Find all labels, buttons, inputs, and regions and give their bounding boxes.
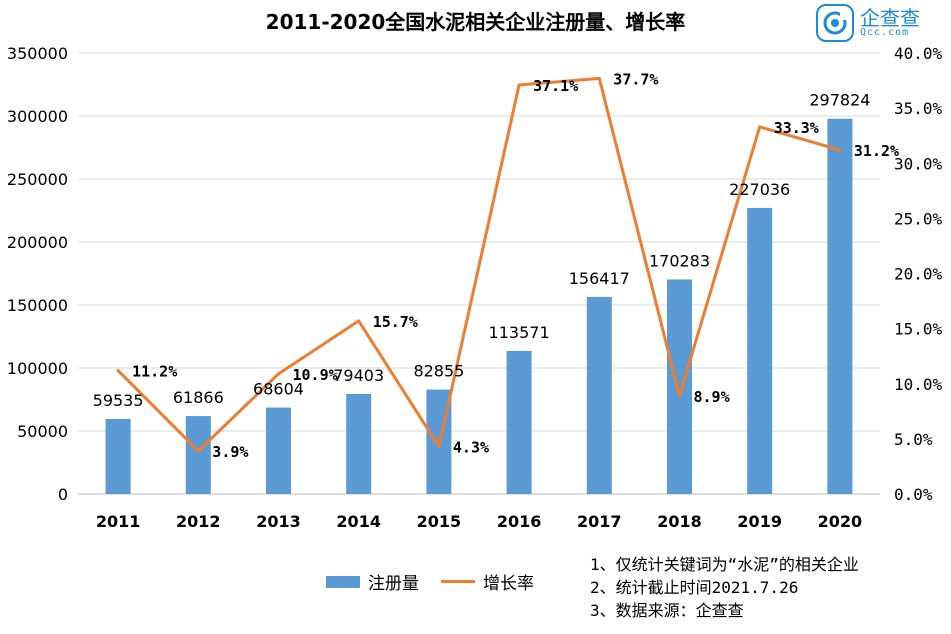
- data-label-registrations: 82855: [413, 362, 464, 381]
- y-right-tick-label: 35.0%: [894, 99, 943, 118]
- y-right-tick-label: 40.0%: [894, 44, 943, 63]
- note-3: 3、数据来源：企查查: [590, 601, 744, 620]
- data-label-growth-rate: 4.3%: [453, 439, 489, 457]
- bar-registrations: [506, 350, 532, 494]
- y-left-tick-label: 350000: [7, 44, 68, 63]
- point-growth-rate: [758, 125, 762, 129]
- y-left-tick-label: 300000: [7, 107, 68, 126]
- y-right-tick-label: 10.0%: [894, 375, 943, 394]
- y-left-tick-label: 100000: [7, 359, 68, 378]
- x-tick-label: 2016: [497, 512, 542, 531]
- legend-swatch-line: [441, 580, 475, 583]
- data-label-registrations: 297824: [809, 91, 870, 110]
- point-growth-rate: [277, 372, 280, 376]
- data-label-registrations: 156417: [569, 269, 630, 288]
- data-label-growth-rate: 37.7%: [613, 70, 658, 88]
- line-growth-rate: [117, 76, 841, 453]
- data-label-growth-rate: 3.9%: [212, 443, 248, 461]
- data-label-registrations: 68604: [253, 380, 304, 399]
- brand-name: 企查查: [860, 6, 920, 30]
- note-2: 2、统计截止时间2021.7.26: [590, 578, 799, 597]
- point-growth-rate: [517, 83, 521, 87]
- x-tick-label: 2012: [176, 512, 221, 531]
- point-growth-rate: [357, 319, 361, 323]
- point-growth-rate: [838, 148, 842, 152]
- data-label-registrations: 170283: [649, 251, 710, 270]
- legend-swatch-bar: [326, 575, 360, 588]
- qcc-logo-icon: [816, 4, 854, 42]
- y-right-tick-label: 15.0%: [894, 320, 943, 339]
- y-right-tick-label: 20.0%: [894, 265, 943, 284]
- chart-legend: 注册量 增长率: [326, 569, 556, 594]
- brand-logo: 企查查 Qcc.com: [816, 4, 920, 42]
- data-label-growth-rate: 10.9%: [293, 366, 338, 384]
- data-label-registrations: 59535: [93, 391, 144, 410]
- legend-label-registrations: 注册量: [368, 574, 419, 594]
- data-label-growth-rate: 11.2%: [132, 363, 177, 381]
- point-growth-rate: [437, 445, 441, 449]
- chart-notes: 1、仅统计关键词为“水泥”的相关企业 2、统计截止时间2021.7.26 3、数…: [590, 553, 859, 622]
- data-label-registrations: 113571: [489, 323, 550, 342]
- y-right-tick-label: 25.0%: [894, 209, 943, 228]
- data-label-growth-rate: 37.1%: [533, 77, 578, 95]
- point-growth-rate: [116, 369, 120, 373]
- data-label-growth-rate: 33.3%: [774, 119, 819, 137]
- x-tick-label: 2017: [577, 512, 622, 531]
- x-tick-label: 2015: [417, 512, 462, 531]
- legend-item-registrations: 注册量: [326, 569, 419, 594]
- y-left-tick-label: 0: [58, 485, 68, 504]
- y-left-tick-label: 250000: [7, 170, 68, 189]
- x-tick-label: 2020: [818, 512, 863, 531]
- bar-registrations: [747, 207, 773, 495]
- bar-registrations: [266, 407, 291, 494]
- x-tick-label: 2014: [336, 512, 381, 531]
- point-growth-rate: [678, 394, 681, 398]
- data-label-growth-rate: 8.9%: [694, 388, 730, 406]
- bar-registrations: [346, 393, 372, 494]
- data-label-registrations: 79403: [333, 366, 384, 385]
- x-tick-label: 2011: [96, 512, 141, 531]
- y-left-tick-label: 50000: [17, 422, 68, 441]
- legend-label-growth: 增长率: [483, 574, 534, 594]
- data-label-registrations: 227036: [729, 180, 790, 199]
- data-label-growth-rate: 15.7%: [373, 313, 418, 331]
- data-label-growth-rate: 31.2%: [854, 142, 899, 160]
- y-right-tick-label: 5.0%: [894, 430, 933, 449]
- x-tick-label: 2013: [256, 512, 301, 531]
- legend-item-growth: 增长率: [441, 569, 534, 594]
- bar-registrations: [667, 279, 692, 494]
- y-left-tick-label: 200000: [7, 233, 68, 252]
- note-1: 1、仅统计关键词为“水泥”的相关企业: [590, 555, 859, 574]
- y-right-tick-label: 30.0%: [894, 154, 943, 173]
- x-tick-label: 2018: [657, 512, 702, 531]
- point-growth-rate: [196, 449, 200, 453]
- bar-registrations: [586, 296, 612, 494]
- brand-domain: Qcc.com: [860, 27, 910, 38]
- bar-registrations: [105, 418, 131, 494]
- y-right-tick-label: 0.0%: [894, 485, 933, 504]
- y-left-tick-label: 150000: [7, 296, 68, 315]
- chart-title: 2011-2020全国水泥相关企业注册量、增长率: [265, 10, 686, 34]
- bar-registrations: [827, 118, 853, 494]
- data-label-registrations: 61866: [173, 388, 224, 407]
- point-growth-rate: [597, 76, 601, 80]
- bar-registrations: [185, 416, 211, 494]
- x-tick-label: 2019: [737, 512, 782, 531]
